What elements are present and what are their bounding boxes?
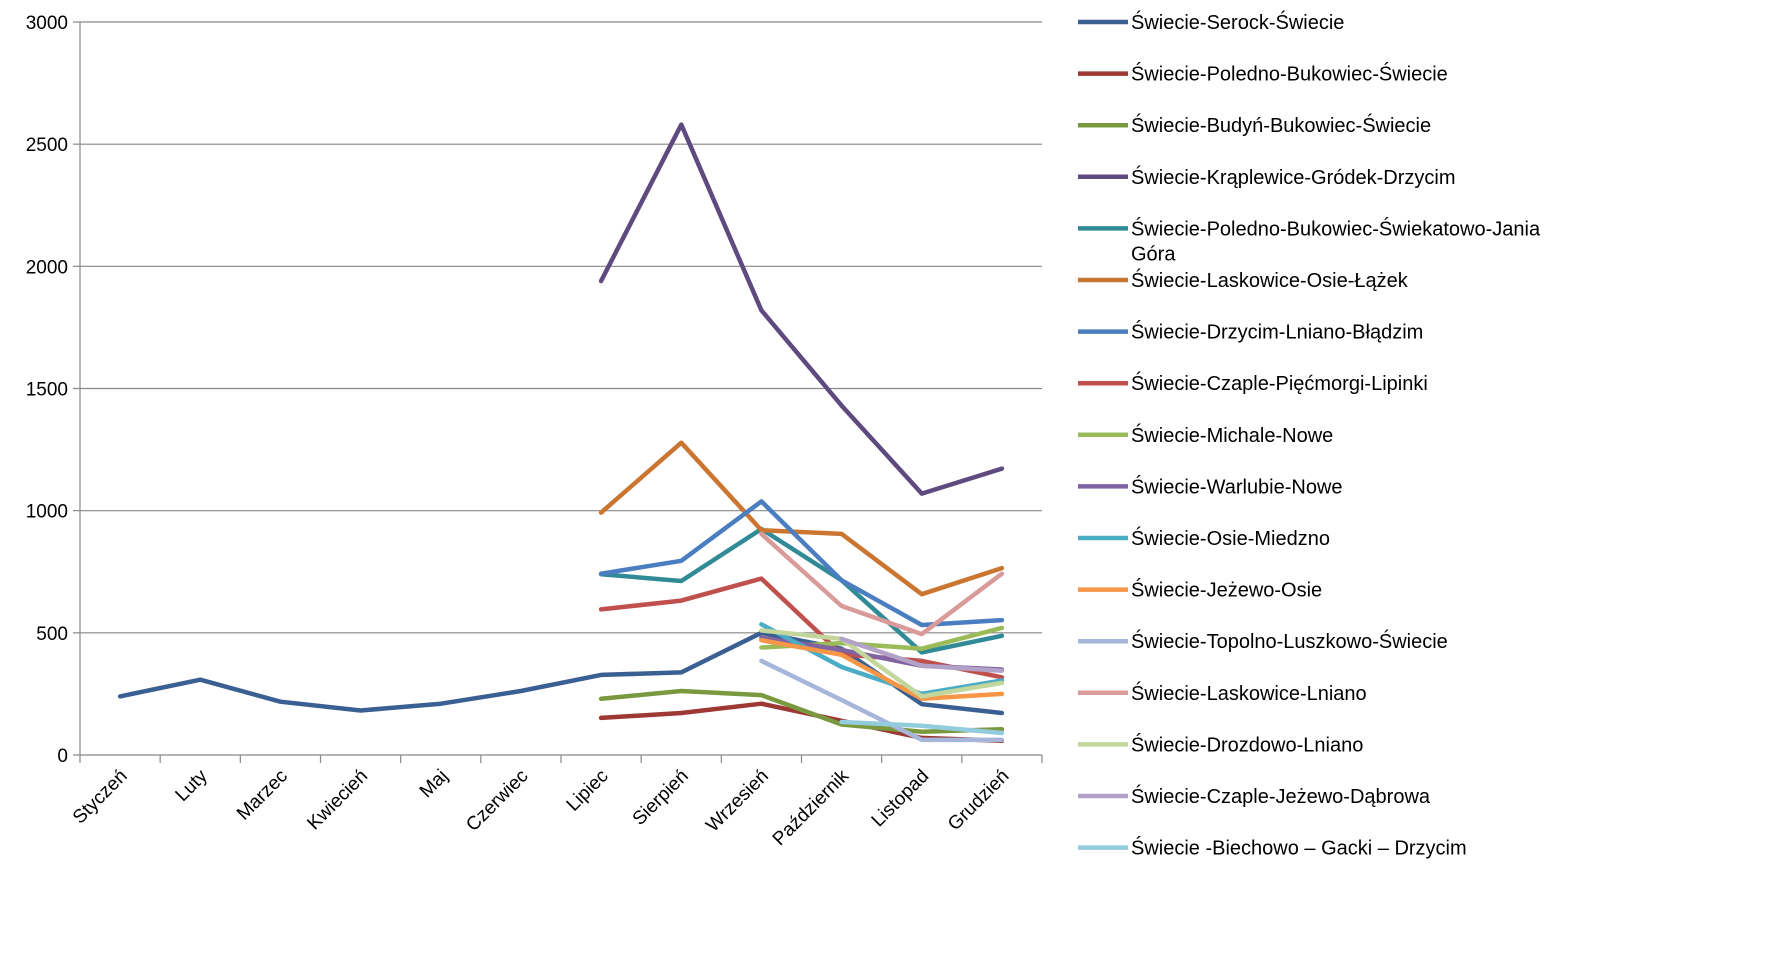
x-tick-label: Grudzień <box>944 766 1013 835</box>
x-tick-label: Maj <box>416 766 453 803</box>
legend-label: Świecie-Jeżewo-Osie <box>1131 578 1322 602</box>
legend-label: Świecie-Budyń-Bukowiec-Świecie <box>1131 113 1431 137</box>
series-line-7 <box>598 499 1005 628</box>
series-line-17 <box>839 719 1005 736</box>
x-tick-label: Lipiec <box>563 766 613 816</box>
y-tick-label: 500 <box>36 624 68 645</box>
x-tick-label: Wrzesień <box>702 766 773 837</box>
series-line-12 <box>759 637 1005 702</box>
legend-label: Świecie-Osie-Miedzno <box>1131 526 1330 550</box>
series-line-3 <box>598 688 1005 735</box>
series-line-4 <box>598 122 1005 496</box>
legend-label: Świecie-Czaple-Pięćmorgi-Lipinki <box>1131 371 1428 395</box>
y-tick-label: 1500 <box>26 380 68 401</box>
series-line-15 <box>759 628 1005 699</box>
series-line-1 <box>117 630 1005 716</box>
y-tick-label: 1000 <box>26 502 68 523</box>
legend-label: Świecie-Drzycim-Lniano-Błądzim <box>1131 320 1423 344</box>
legend-label: Świecie-Laskowice-Lniano <box>1131 681 1367 705</box>
y-tick-label: 0 <box>57 746 68 767</box>
series-lines <box>117 122 1005 744</box>
series-line-16 <box>839 636 1005 673</box>
legend: Świecie-Serock-Świecie Świecie-Poledno-Bu… <box>1078 10 1541 860</box>
legend-label: Świecie-Serock-Świecie <box>1131 10 1344 34</box>
x-axis-ticks: Styczeń Luty Marzec Kwiecień Maj Czerwiec Lipi… <box>69 755 1043 850</box>
x-tick-label: Kwiecień <box>303 766 372 835</box>
series-line-5 <box>598 526 1005 655</box>
legend-label: Świecie-Laskowice-Osie-Łążek <box>1131 268 1409 292</box>
series-line-14 <box>759 531 1005 637</box>
x-tick-label: Sierpień <box>629 766 693 830</box>
y-tick-label: 2000 <box>26 257 68 278</box>
y-tick-label: 2500 <box>26 135 68 156</box>
legend-label: Świecie-Michale-Nowe <box>1131 423 1333 447</box>
legend-label: Świecie -Biechowo – Gacki – Drzycim <box>1131 836 1467 860</box>
legend-label: Świecie-Czaple-Jeżewo-Dąbrowa <box>1131 784 1431 808</box>
x-tick-label: Styczeń <box>69 766 132 829</box>
legend-label: Świecie-Poledno-Bukowiec-Świekatowo-Jani… <box>1131 216 1541 265</box>
grid-lines <box>80 21 1042 634</box>
series-line-6 <box>598 440 1005 597</box>
series-line-13 <box>759 658 1005 743</box>
x-tick-label: Marzec <box>233 766 292 825</box>
x-tick-label: Luty <box>172 765 213 806</box>
y-axis-ticks: 0 500 1000 1500 2000 2500 3000 <box>26 13 80 767</box>
legend-label: Świecie-Krąplewice-Gródek-Drzycim <box>1131 165 1456 189</box>
series-line-8 <box>598 576 1005 680</box>
legend-label: Świecie-Drozdowo-Lniano <box>1131 732 1363 756</box>
legend-label: Świecie-Poledno-Bukowiec-Świecie <box>1131 62 1448 86</box>
x-tick-label: Czerwiec <box>462 766 532 836</box>
x-tick-label: Październik <box>769 765 854 850</box>
x-tick-label: Listopad <box>868 766 934 832</box>
legend-label: Świecie-Topolno-Luszkowo-Świecie <box>1131 629 1448 653</box>
legend-label: Świecie-Warlubie-Nowe <box>1131 474 1343 498</box>
y-tick-label: 3000 <box>26 13 68 34</box>
